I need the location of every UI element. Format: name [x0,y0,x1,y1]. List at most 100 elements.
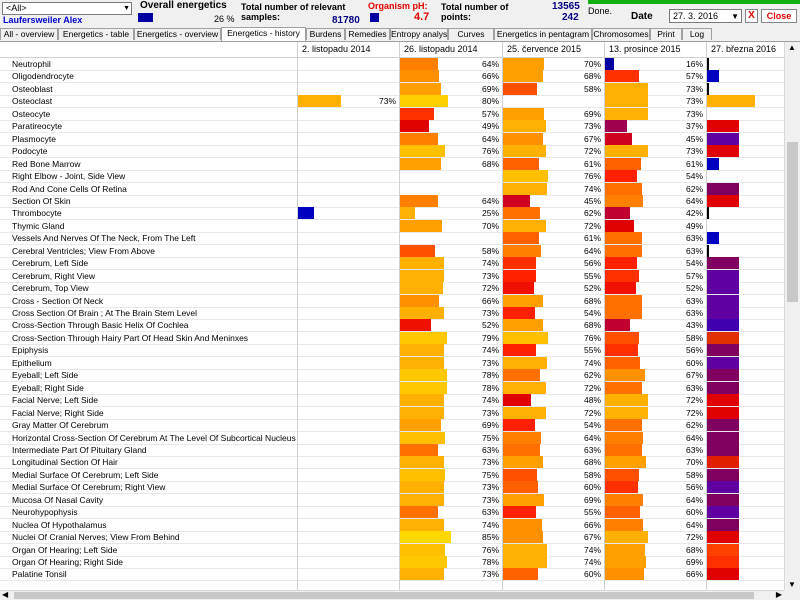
energy-bar [605,82,648,95]
column-header[interactable]: 13. prosince 2015 [609,44,681,54]
energy-bar [503,394,531,407]
scroll-up-icon[interactable]: ▲ [788,43,796,52]
table-row[interactable]: Osteocyte 57% 69% 73% [0,107,784,121]
table-row[interactable]: Cross-Section Through Hairy Part Of Head… [0,331,784,345]
date-picker[interactable]: 27. 3. 2016 ▼ [669,9,742,23]
column-header[interactable]: 27. března 2016 [711,44,777,54]
table-row[interactable]: Longitudinal Section Of Hair 73% 68% 70% [0,456,784,470]
filter-select[interactable]: <All> ▼ [2,2,132,15]
energy-value: 37% [686,121,704,132]
table-row[interactable]: Paratireocyte 49% 73% 37% [0,120,784,134]
energy-bar [605,95,648,108]
table-row[interactable]: Cerebrum, Left Side 74% 56% 54% [0,257,784,271]
tab-all-overview[interactable]: All - overview [0,28,58,40]
table-row[interactable]: Cerebrum, Right View 73% 55% 57% [0,269,784,283]
table-row[interactable]: Medial Surface Of Cerebrum; Left Side 75%… [0,468,784,482]
energy-value: 62% [686,420,704,431]
tab-curves[interactable]: Curves [448,28,494,40]
energy-bar [605,493,643,506]
energy-value: 64% [686,432,704,443]
energy-value: 73% [482,357,500,368]
table-row[interactable]: Rod And Cone Cells Of Retina 74% 62% [0,182,784,196]
vertical-scrollbar[interactable]: ▲ ▼ [784,42,800,590]
table-row[interactable]: Neurohypophysis 63% 55% 60% [0,506,784,520]
energy-bar [605,468,639,481]
clear-date-button[interactable]: X [745,9,758,23]
column-header[interactable]: 25. července 2015 [507,44,582,54]
tab-log[interactable]: Log [682,28,712,40]
table-row[interactable]: Horizontal Cross-Section Of Cerebrum At … [0,431,784,445]
tab-print[interactable]: Print [650,28,682,40]
table-row[interactable]: Cerebral Ventricles; View From Above 58% 6… [0,244,784,258]
table-row[interactable]: Facial Nerve; Left Side 74% 48% 72% [0,394,784,408]
energy-bar [503,369,540,382]
row-label: Nuclei Of Cranial Nerves; View From Behi… [12,532,180,543]
tab-entropy-analysis[interactable]: Entropy analysis [390,28,448,40]
tab-remedies[interactable]: Remedies [345,28,390,40]
table-row[interactable]: Osteoclast 73% 80% 73% [0,95,784,109]
energy-bar [400,157,441,170]
energy-value: 74% [584,544,602,555]
table-row[interactable]: Medial Surface Of Cerebrum; Right View 73… [0,481,784,495]
row-label: Cross-Section Through Hairy Part Of Head… [12,332,249,343]
energy-bar [400,82,441,95]
scroll-right-icon[interactable]: ▶ [775,590,782,599]
table-row[interactable]: Facial Nerve; Right Side 73% 72% 72% [0,406,784,420]
table-row[interactable]: Osteoblast 69% 58% 73% [0,82,784,96]
table-row[interactable]: Organ Of Hearing; Left Side 76% 74% 68% [0,543,784,557]
table-row[interactable]: Palatine Tonsil 73% 60% 66% [0,568,784,582]
energy-bar [503,431,541,444]
energy-value: 57% [686,71,704,82]
table-row[interactable]: Nuclei Of Cranial Nerves; View From Behi… [0,531,784,545]
table-row[interactable]: Right Elbow - Joint, Side View 76% 54% [0,170,784,184]
table-row[interactable]: Neutrophil 64% 70% 16% [0,58,784,71]
column-header[interactable]: 2. listopadu 2014 [302,44,371,54]
energy-bar [605,543,645,556]
tab-energetics-overview[interactable]: Energetics - overview [134,28,221,40]
table-row[interactable]: Gray Matter Of Cerebrum 69% 54% 62% [0,419,784,433]
table-row[interactable]: Cross-Section Through Basic Helix Of Coc… [0,319,784,333]
tab-burdens[interactable]: Burdens [306,28,345,40]
chevron-down-icon[interactable]: ▼ [123,5,130,12]
table-row[interactable]: Eyeball; Right Side 78% 72% 63% [0,381,784,395]
energy-bar [400,493,444,506]
relevant-samples-label: Total number of relevant samples: [241,2,346,22]
horizontal-scrollbar[interactable]: ◀ ▶ [0,590,784,600]
energy-value: 64% [686,195,704,206]
table-row[interactable]: Cross - Section Of Neck 66% 68% 63% [0,294,784,308]
vertical-scroll-thumb[interactable] [787,142,798,302]
table-row[interactable]: Nuclea Of Hypothalamus 74% 66% 64% [0,518,784,532]
table-row[interactable]: Epithelium 73% 74% 60% [0,356,784,370]
column-header[interactable]: 26. listopadu 2014 [404,44,478,54]
table-row[interactable]: Red Bone Marrow 68% 61% 61% [0,157,784,171]
tab-chromosomes[interactable]: Chromosomes [592,28,650,40]
table-row[interactable]: Epiphysis 74% 55% 56% [0,344,784,358]
table-row[interactable]: Mucosa Of Nasal Cavity 73% 69% 64% [0,493,784,507]
energy-value: 67% [584,133,602,144]
energy-bar [707,294,739,307]
table-row[interactable]: Cerebrum, Top View 72% 52% 52% [0,282,784,296]
table-row[interactable]: Thrombocyte 25% 62% 42% [0,207,784,221]
scroll-down-icon[interactable]: ▼ [788,580,796,589]
table-row[interactable]: Section Of Skin 64% 45% 64% [0,194,784,208]
tab-energetics-history[interactable]: Energetics - history [221,27,306,41]
tab-energetics-table[interactable]: Energetics - table [58,28,134,40]
scroll-left-icon[interactable]: ◀ [2,590,9,599]
table-row[interactable]: Oligodendrocyte 66% 68% 57% [0,70,784,84]
table-row[interactable]: Cross Section Of Brain ; At The Brain St… [0,307,784,320]
table-row[interactable]: Intermediate Part Of Pituitary Gland 63% 6… [0,443,784,457]
energy-bar [400,381,447,394]
table-row[interactable]: Podocyte 76% 72% 73% [0,145,784,159]
table-row[interactable]: Eyeball; Left Side 78% 62% 67% [0,369,784,383]
energy-bar [605,182,642,195]
table-row[interactable]: Vessels And Nerves Of The Neck, From The… [0,232,784,246]
table-row[interactable]: Organ Of Hearing; Right Side 78% 74% 69% [0,556,784,569]
horizontal-scroll-thumb[interactable] [14,592,754,599]
close-button[interactable]: Close [761,9,797,23]
table-row[interactable]: Thymic Gland 70% 72% 49% [0,219,784,233]
tab-energetics-in-pentagram[interactable]: Energetics in pentagram [494,28,592,40]
table-row[interactable]: Plasmocyte 64% 67% 45% [0,132,784,146]
chevron-down-icon[interactable]: ▼ [731,12,739,21]
energy-value: 54% [584,420,602,431]
energy-bar [400,282,443,295]
